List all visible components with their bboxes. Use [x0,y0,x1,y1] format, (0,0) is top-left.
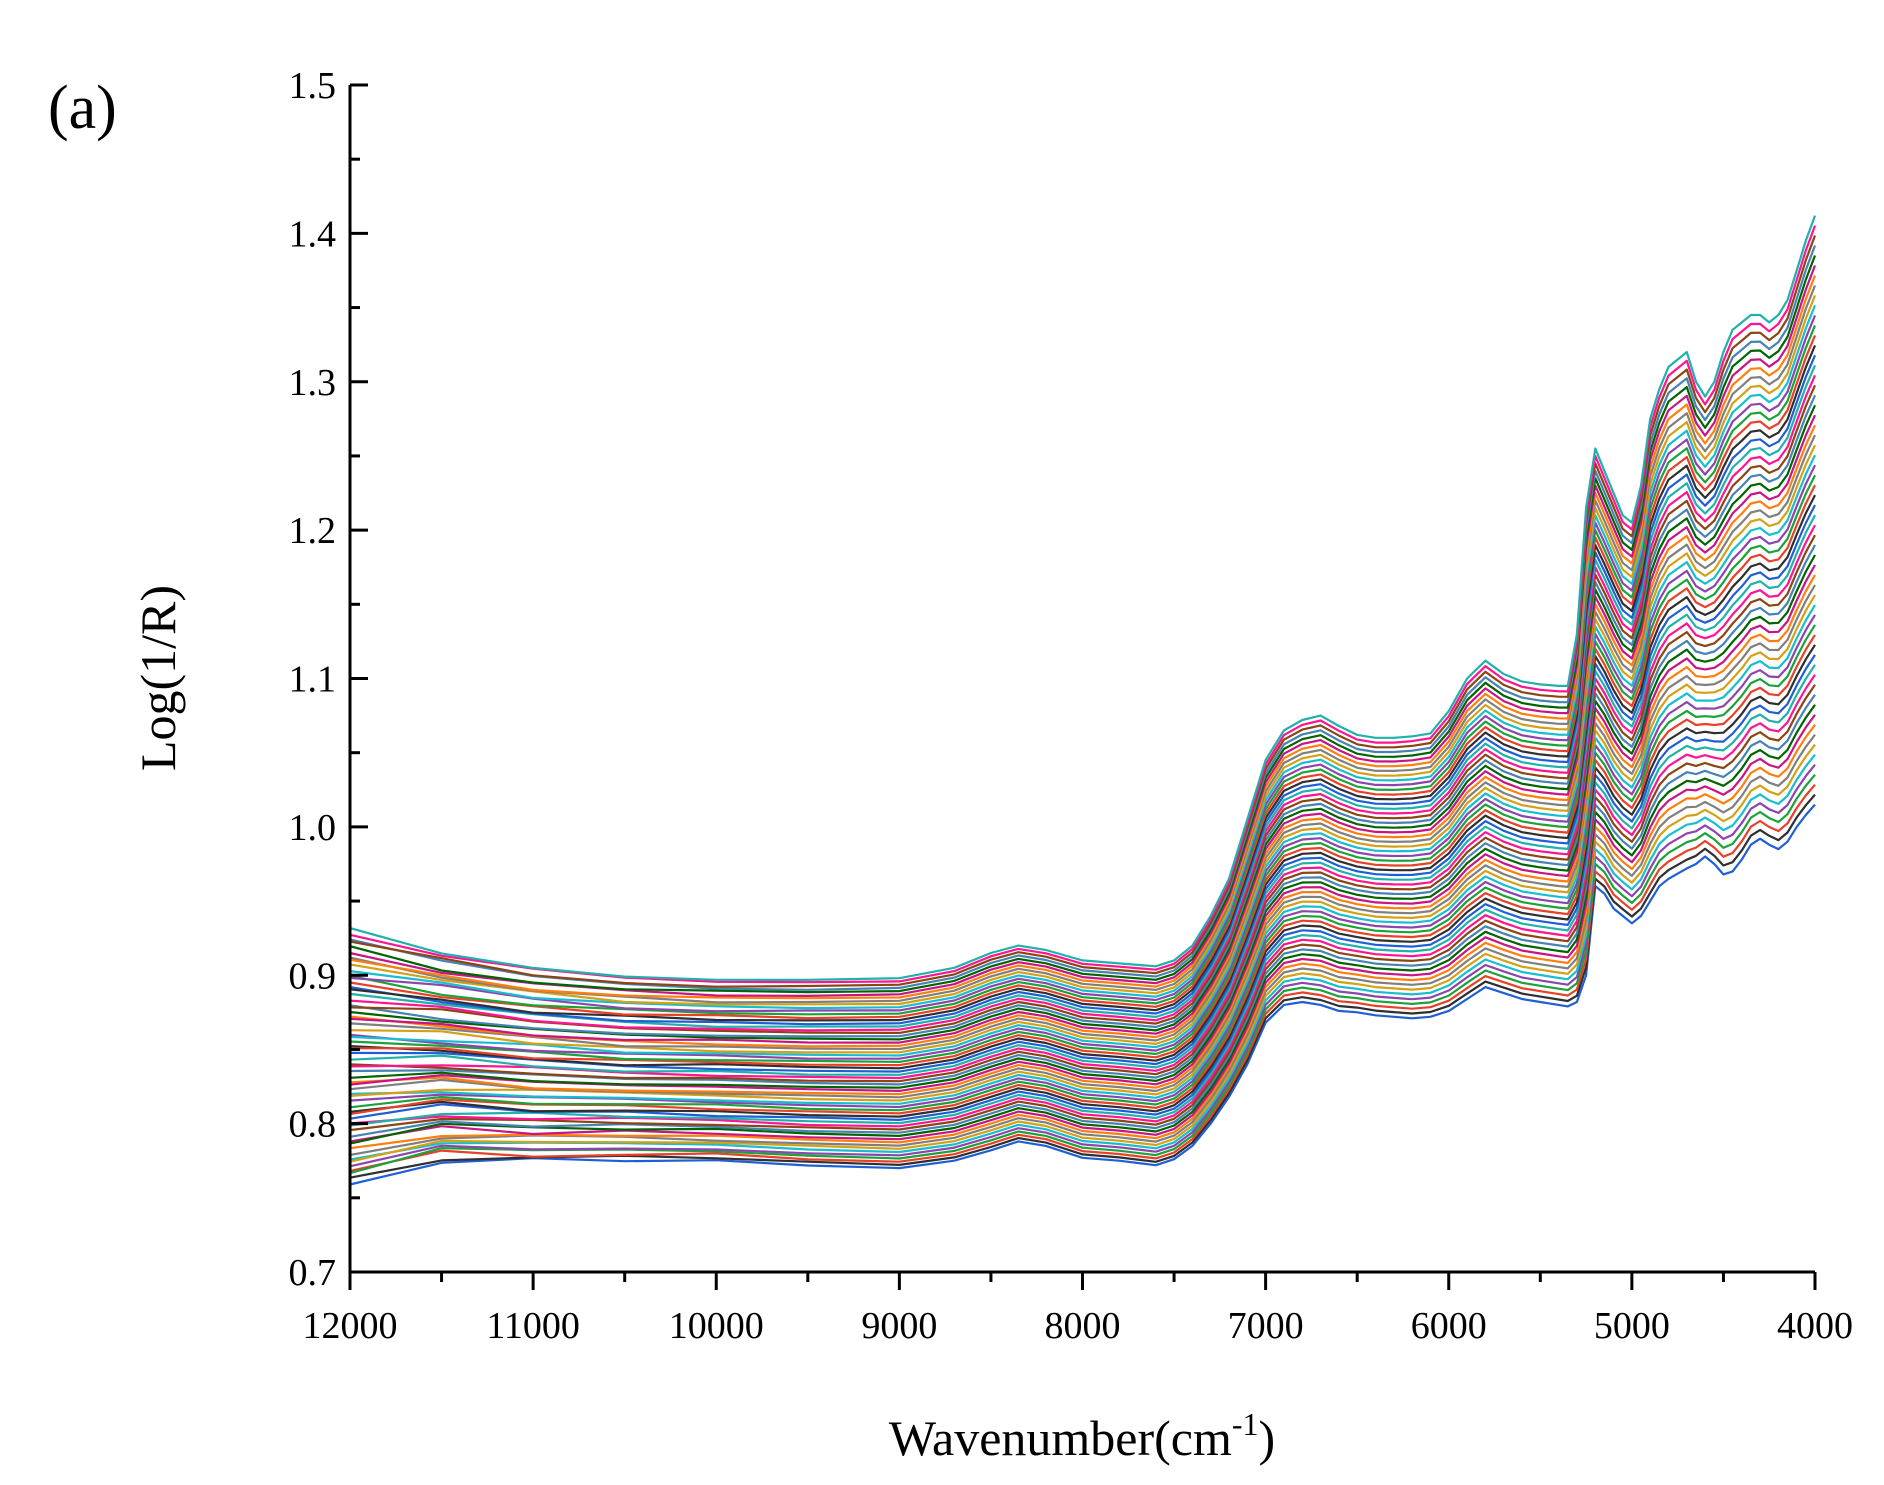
spectrum-series [349,544,1816,1086]
spectrum-series [349,215,1817,981]
spectrum-series [349,684,1816,1132]
spectrum-series [349,344,1817,1022]
spectrum-series [349,265,1817,997]
spectrum-series [349,294,1817,1006]
spectrum-series [349,464,1816,1060]
ticks: 12000 11000 10000 9000 8000 7000 6000 5000 4000 0… [289,65,1854,1347]
spectrum-series [349,225,1817,984]
y-axis-title: Log(1/R) [130,585,186,771]
spectrum-series [349,594,1816,1102]
spectrum-series [349,324,1817,1016]
spectrum-series [349,454,1816,1057]
spectrum-series [349,275,1817,1000]
y-tick-label: 1.3 [289,362,337,404]
spectrum-series [349,714,1816,1143]
spectrum-series [349,704,1816,1145]
spectrum-series [349,734,1816,1157]
spectrum-series [349,414,1817,1044]
x-axis-title-main: Wavenumber(cm [889,1410,1232,1466]
x-tick-label: 8000 [1045,1305,1121,1347]
x-tick-label: 10000 [669,1305,764,1347]
x-axis-title-superscript: -1 [1232,1406,1259,1442]
spectrum-series [349,374,1817,1032]
series-layer [349,215,1817,1186]
y-tick-label: 0.9 [289,955,337,997]
panel-label: (a) [48,74,117,142]
spectrum-series [349,634,1816,1116]
spectrum-series [349,644,1816,1118]
y-tick-label: 1.1 [289,659,337,701]
spectrum-series [349,285,1817,1004]
spectrum-series [349,694,1816,1138]
spectrum-series [350,484,1816,1067]
spectrum-series [349,764,1816,1168]
spectrum-series [349,434,1816,1051]
x-axis-title: Wavenumber(cm-1) [889,1406,1275,1466]
y-tick-label: 0.8 [289,1104,337,1146]
spectrum-series [349,674,1816,1128]
spectrum-series [349,664,1816,1127]
y-tick-label: 1.2 [289,510,337,552]
x-tick-label: 4000 [1777,1305,1853,1347]
spectrum-series [349,404,1817,1041]
spectrum-series [349,783,1816,1173]
spectrum-series [349,554,1816,1089]
spectrum-series [349,245,1817,991]
spectrum-series [349,494,1816,1070]
spectrum-series [349,624,1816,1112]
spectrum-series [349,514,1816,1076]
spectrum-series [349,754,1816,1161]
x-tick-label: 9000 [861,1305,937,1347]
y-tick-label: 1.5 [289,65,337,107]
spectrum-series [349,654,1816,1121]
spectrum-series [349,793,1816,1179]
spectrum-series [349,724,1816,1150]
spectrum-series [349,394,1817,1038]
spectrum-series [349,255,1817,994]
spectrum-series [349,744,1816,1163]
x-axis-title-close: ) [1259,1410,1276,1466]
x-tick-label: 11000 [486,1305,580,1347]
spectrum-series [349,604,1816,1105]
spectrum-series [349,314,1817,1013]
spectrum-series [349,773,1816,1175]
spectrum-series [349,803,1816,1186]
y-tick-label: 1.4 [289,213,337,255]
spectrum-series [349,384,1817,1034]
spectrum-series [349,334,1817,1020]
spectrum-series [349,474,1816,1063]
y-tick-label: 1.0 [289,807,337,849]
spectrum-series [349,304,1817,1010]
x-tick-label: 6000 [1411,1305,1487,1347]
x-tick-label: 12000 [303,1305,398,1347]
spectrum-series [349,584,1816,1099]
spectrum-series [349,354,1817,1026]
spectrum-series [349,504,1816,1073]
spectrum-series [349,424,1816,1048]
x-tick-label: 7000 [1228,1305,1304,1347]
spectrum-series [349,614,1816,1109]
spectrum-series [349,444,1816,1054]
spectrum-series [349,364,1817,1028]
y-tick-label: 0.7 [289,1252,337,1294]
spectrum-series [349,534,1816,1083]
spectrum-series [349,235,1817,988]
spectrum-series [349,564,1816,1092]
x-tick-label: 5000 [1594,1305,1670,1347]
spectrum-series [349,524,1816,1080]
spectrum-series [349,574,1816,1096]
